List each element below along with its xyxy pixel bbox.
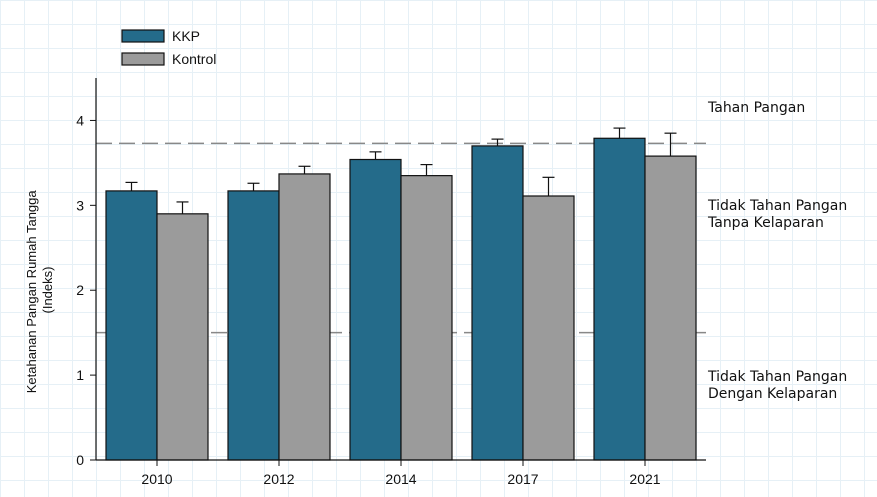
bar-kontrol-2010 [156,213,209,461]
error-bar-kontrol-2014 [420,163,433,176]
region-label-3-line-1: Tidak Tahan Pangan [707,369,847,385]
x-tick-label-2010: 2010 [141,471,172,487]
error-bar-kontrol-2021 [664,132,677,157]
region-label-2-line-1: Tidak Tahan Pangan [707,198,847,214]
bar-kkp-2014 [349,158,402,461]
region-label-1-line-1: Tahan Pangan [707,100,805,116]
y-tick-label-1: 1 [76,367,84,383]
legend-label-kkp: KKP [172,28,200,44]
region-label-3: Tidak Tahan Pangan Dengan Kelaparan [707,369,847,402]
bar-kkp-2012 [227,190,280,461]
region-label-2-line-2: Tanpa Kelaparan [707,215,824,231]
x-tick-label-2021: 2021 [629,471,660,487]
error-bar-kontrol-2017 [542,176,555,196]
error-bar-kkp-2010 [125,181,138,191]
error-bar-kkp-2014 [369,151,382,160]
legend: KKP Kontrol [121,28,216,67]
error-bar-kkp-2012 [247,182,260,191]
region-label-2: Tidak Tahan Pangan Tanpa Kelaparan [707,198,847,231]
x-tick-label-2017: 2017 [507,471,538,487]
error-bar-kontrol-2010 [176,201,189,214]
legend-swatch-kontrol [121,52,165,66]
y-axis-title-line-1: Ketahanan Pangan Rumah Tangga [24,190,39,394]
legend-swatch-kkp [121,29,165,43]
bars [105,137,697,461]
bar-kkp-2010 [105,190,158,461]
y-tick-label-4: 4 [76,112,84,128]
region-label-3-line-2: Dengan Kelaparan [708,386,837,402]
region-label-1: Tahan Pangan [707,100,805,116]
bar-kontrol-2017 [522,195,575,461]
y-tick-label-3: 3 [76,197,84,213]
y-axis-title-line-2: (Indeks) [40,267,55,314]
y-tick-label-0: 0 [76,452,84,468]
legend-label-kontrol: Kontrol [172,51,216,67]
y-ticks: 0 1 2 3 4 [76,112,96,468]
bar-kkp-2021 [593,137,646,461]
bar-kontrol-2012 [278,173,331,461]
y-axis-title: Ketahanan Pangan Rumah Tangga (Indeks) [24,187,55,394]
y-tick-label-2: 2 [76,282,84,298]
x-ticks: 2010 2012 2014 2017 2021 [141,460,661,487]
bar-kkp-2017 [471,145,524,461]
error-bar-kkp-2017 [491,138,504,146]
bar-kontrol-2021 [644,155,697,461]
x-tick-label-2014: 2014 [385,471,416,487]
error-bar-kontrol-2012 [298,165,311,174]
error-bars [125,127,677,214]
bar-kontrol-2014 [400,175,453,461]
x-tick-label-2012: 2012 [263,471,294,487]
error-bar-kkp-2021 [613,127,626,139]
